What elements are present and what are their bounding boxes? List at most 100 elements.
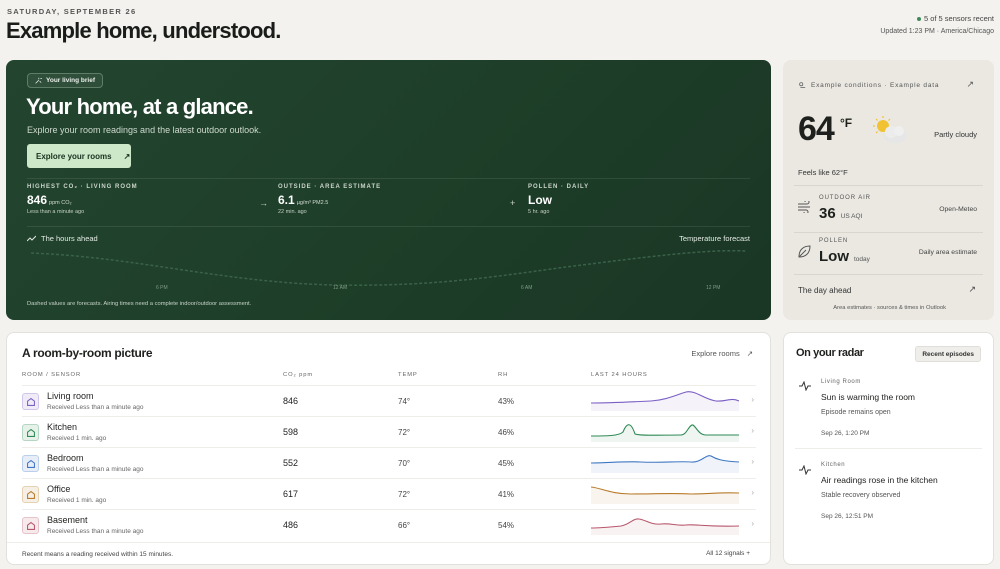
date-label: SATURDAY, SEPTEMBER 26 [7, 7, 137, 16]
room-name: Living room [47, 391, 94, 401]
weather-header: Example conditions · Example data [798, 81, 939, 89]
chevron-right-icon[interactable]: › [751, 519, 754, 528]
weather-condition: Partly cloudy [934, 130, 977, 139]
chevron-right-icon[interactable]: › [751, 426, 754, 435]
room-rh: 45% [498, 459, 515, 468]
table-row[interactable]: Bedroom Received Less than a minute ago … [22, 447, 756, 478]
home-icon [22, 486, 39, 503]
divider [7, 542, 770, 543]
home-icon [22, 393, 39, 410]
hero-subtitle: Explore your room readings and the lates… [27, 125, 262, 135]
leaf-icon [798, 245, 811, 258]
stat-value: 6.1 µg/m³ PM2.5 [278, 193, 329, 207]
stat-highest-co2: HIGHEST CO₂ · LIVING ROOM 846 ppm CO₂ Les… [27, 184, 138, 215]
room-temp: 70° [398, 459, 411, 468]
rooms-card: A room-by-room picture Explore rooms ↗ RO… [6, 332, 771, 565]
chevron-right-icon[interactable]: › [751, 395, 754, 404]
arrow-up-right-icon: ↗ [123, 151, 131, 161]
rooms-footnote: Recent means a reading received within 1… [22, 551, 174, 558]
room-name: Office [47, 484, 71, 494]
episode-title[interactable]: Sun is warming the room [821, 392, 916, 402]
forecast-chart: 6 PM 12 AM 6 AM 12 PM [30, 249, 747, 291]
home-icon [22, 424, 39, 441]
room-sparkline [591, 518, 739, 535]
room-co2: 552 [283, 458, 299, 468]
episode-room: Kitchen [821, 462, 846, 468]
feels-like: Feels like 62°F [798, 168, 848, 177]
explore-rooms-button[interactable]: Explore your rooms ↗ [27, 144, 131, 168]
room-received: Received Less than a minute ago [47, 404, 144, 411]
stat-value: 846 ppm CO₂ [27, 193, 72, 207]
room-sparkline [591, 486, 739, 504]
weather-card: Example conditions · Example data ↗ 64 °… [783, 60, 994, 320]
weather-open-button[interactable]: ↗ [966, 79, 974, 89]
room-rh: 54% [498, 521, 515, 530]
chart-icon [27, 235, 36, 242]
home-icon [22, 517, 39, 534]
room-received: Received Less than a minute ago [47, 466, 144, 473]
explore-rooms-label: Explore your rooms [36, 151, 112, 161]
table-row[interactable]: Office Received 1 min. ago 617 72° 41% › [22, 478, 756, 509]
divider [794, 274, 983, 275]
outdoor-air-source: Open-Meteo [939, 206, 977, 213]
chevron-right-icon[interactable]: › [751, 488, 754, 497]
sensor-status: 5 of 5 sensors recent [916, 14, 994, 23]
pill-label: Your living brief [46, 77, 95, 84]
all-signals-button[interactable]: All 12 signals + [706, 550, 750, 557]
tick-label: 6 AM [521, 285, 532, 291]
episode-desc: Stable recovery observed [821, 492, 901, 499]
divider [27, 226, 750, 227]
pollen-value: Low today [819, 248, 870, 265]
room-name: Basement [47, 515, 88, 525]
pollen-source: Daily area estimate [918, 249, 977, 256]
activity-icon [799, 465, 811, 475]
room-temp: 72° [398, 428, 411, 437]
table-row[interactable]: Kitchen Received 1 min. ago 598 72° 46% … [22, 416, 756, 447]
episode-time: Sep 26, 12:51 PM [821, 513, 874, 520]
stat-label: POLLEN · DAILY [528, 184, 590, 190]
area-note: Area estimates · sources & times in Outl… [833, 305, 946, 311]
recent-episodes-button[interactable]: Recent episodes [915, 346, 981, 362]
stat-value: Low [528, 193, 552, 207]
chevron-right-icon[interactable]: › [751, 457, 754, 466]
room-received: Received Less than a minute ago [47, 528, 144, 535]
hours-ahead-label: The hours ahead [27, 234, 98, 243]
divider [27, 178, 750, 179]
day-ahead-button[interactable]: ↗ [968, 284, 976, 294]
sparkle-icon [35, 77, 42, 84]
room-rh: 41% [498, 490, 515, 499]
pollen-label: POLLEN [819, 238, 849, 244]
wind-icon [798, 201, 810, 213]
temperature-forecast-label: Temperature forecast [679, 234, 750, 243]
room-rh: 46% [498, 428, 515, 437]
room-temp: 66° [398, 521, 411, 530]
arrow-right-icon: → [259, 198, 268, 208]
col-room: ROOM / SENSOR [22, 372, 82, 378]
sensor-status-text: 5 of 5 sensors recent [923, 14, 994, 23]
outdoor-air-label: OUTDOOR AIR [819, 195, 871, 201]
episode-title[interactable]: Air readings rose in the kitchen [821, 475, 938, 485]
stat-ago: Less than a minute ago [27, 209, 85, 215]
col-temp: TEMP [398, 372, 418, 378]
room-co2: 617 [283, 489, 299, 499]
room-received: Received 1 min. ago [47, 497, 107, 504]
rooms-title: A room-by-room picture [22, 346, 153, 360]
status-dot-icon [916, 17, 921, 22]
tick-label: 6 PM [156, 285, 168, 291]
col-co2: CO₂ ppm [283, 372, 314, 378]
stat-label: OUTSIDE · AREA ESTIMATE [278, 184, 382, 190]
divider [794, 185, 983, 186]
outdoor-air-value: 36 US AQI [819, 205, 863, 222]
episode-room: Living Room [821, 379, 861, 385]
room-sparkline [591, 391, 739, 411]
table-row[interactable]: Living room Received Less than a minute … [22, 385, 756, 416]
explore-rooms-link[interactable]: Explore rooms ↗ [691, 349, 753, 358]
table-row[interactable]: Basement Received Less than a minute ago… [22, 509, 756, 540]
stat-pollen: POLLEN · DAILY Low 5 hr. ago [528, 184, 589, 215]
radar-card: On your radar Recent episodes Living Roo… [783, 332, 994, 565]
forecast-line [30, 249, 747, 286]
plus-icon: + [510, 198, 516, 208]
room-co2: 486 [283, 520, 299, 530]
day-ahead-label: The day ahead [798, 286, 852, 295]
page-title: Example home, understood. [6, 18, 281, 43]
